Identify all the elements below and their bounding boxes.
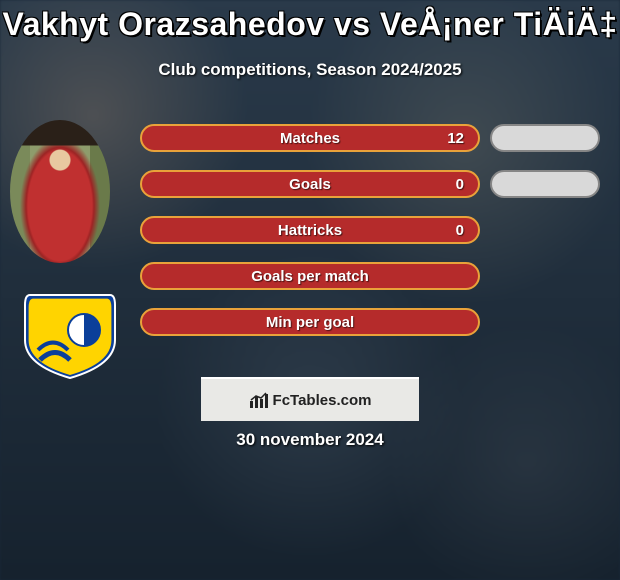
stat-pill-player1: Matches 12 (140, 124, 480, 152)
stat-value-player1: 0 (456, 222, 464, 239)
stat-label: Min per goal (266, 314, 354, 331)
stat-row: Goals per match (140, 262, 600, 290)
stat-value-player1: 0 (456, 176, 464, 193)
stat-pill-player2 (490, 170, 600, 198)
stat-pill-player1: Min per goal (140, 308, 480, 336)
stat-pill-player1: Goals 0 (140, 170, 480, 198)
stat-label: Goals (289, 176, 331, 193)
date-text: 30 november 2024 (0, 430, 620, 450)
stat-label: Hattricks (278, 222, 342, 239)
stat-value-player1: 12 (447, 130, 464, 147)
stat-pill-player1: Goals per match (140, 262, 480, 290)
subtitle: Club competitions, Season 2024/2025 (0, 60, 620, 80)
chart-icon (249, 391, 271, 409)
shield-icon (20, 290, 120, 380)
stat-pill-player2 (490, 124, 600, 152)
player1-photo (10, 120, 110, 263)
page-title: Vakhyt Orazsahedov vs VeÅ¡ner TiÄiÄ‡ (0, 6, 620, 43)
stat-row: Min per goal (140, 308, 600, 336)
stat-label: Goals per match (251, 268, 369, 285)
stat-label: Matches (280, 130, 340, 147)
player1-club-logo (20, 290, 120, 380)
brand-card[interactable]: FcTables.com (201, 377, 419, 421)
stat-row: Goals 0 (140, 170, 600, 198)
stat-row: Hattricks 0 (140, 216, 600, 244)
stat-row: Matches 12 (140, 124, 600, 152)
brand-logo: FcTables.com (249, 391, 372, 409)
stat-pill-player1: Hattricks 0 (140, 216, 480, 244)
brand-text: FcTables.com (273, 392, 372, 409)
